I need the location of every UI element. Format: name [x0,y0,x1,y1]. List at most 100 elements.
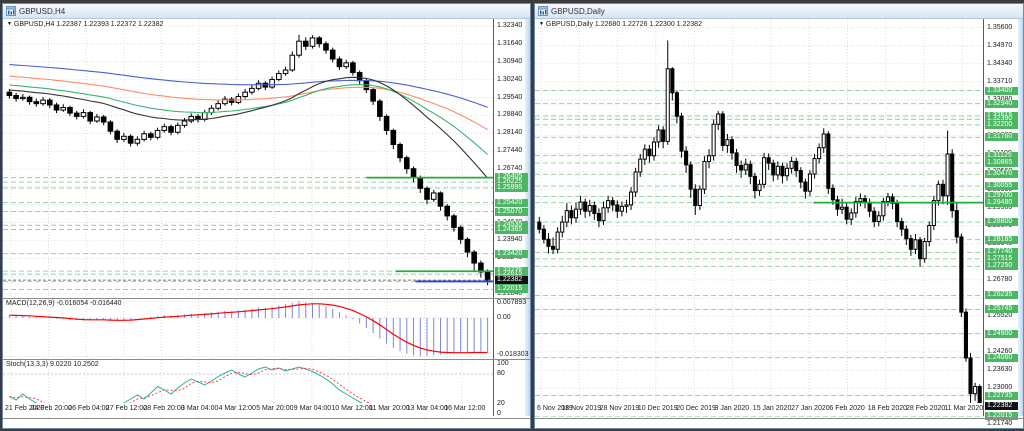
level-price-badge: 1.28800 [985,218,1018,227]
time-axis-label: 11 Mar 2020 [944,405,984,412]
price-axis-label: 1.23240 [497,254,523,262]
price-axis-label: 1.29540 [497,93,523,101]
time-axis-label: 16 Mar 12:00 [444,405,486,412]
chart-client-area[interactable]: ▼ GBPUSD,Daily 1.22680 1.22726 1.22300 1… [535,19,1023,427]
price-axis-label: 1.23000 [987,383,1013,391]
level-price-badge: 1.24365 [495,225,528,234]
time-axis[interactable]: 21 Feb 2020 24 Feb 20:00 26 Feb 04:00 27 Fe… [3,403,494,416]
current-price-badge: 1.22382 [985,401,1018,410]
level-price-badge: 1.25995 [495,183,528,192]
symbol-ohlc-line: ▼ GBPUSD,Daily 1.22680 1.22726 1.22300 1… [539,21,702,28]
level-price-badge: 1.27250 [985,262,1018,271]
price-axis[interactable]: 1.356001.349701.343401.337101.330801.324… [983,19,1023,427]
time-axis-label: 28 Feb 20:00 [143,405,185,412]
time-axis-label: 10 Dec 2019 [637,405,678,412]
stoch-axis-label: 20 [497,400,505,407]
level-lines-layer [3,176,494,290]
macd-axis-label: 0.00 [497,313,511,321]
level-price-badge: 1.29480 [985,198,1018,207]
time-axis-label: 28 Nov 2019 [599,405,640,412]
macd-pane[interactable]: MACD(12,26,9) -0.016054 -0.016440 [3,299,494,359]
time-axis-label: 24 Feb 20:00 [30,405,72,412]
level-price-badge: 1.27515 [985,254,1018,263]
level-price-badge: 1.23420 [495,249,528,258]
pane-separator[interactable] [3,298,530,299]
pane-separator[interactable] [3,359,530,360]
macd-axis-label: 0.007893 [497,299,527,306]
stochastic-label: Stoch(13,3,3) 9.0220 10.2502 [6,361,99,368]
time-axis-label: 10 Mar 12:00 [331,405,373,412]
time-axis-label: 4 Mar 12:00 [218,405,256,412]
time-axis-label: 3 Jan 2020 [714,405,750,412]
solid-lines-layer [366,176,494,283]
ma-medium [9,75,488,131]
time-axis-label: 27 Jan 2020 [791,405,830,412]
window-titlebar[interactable]: GBPUSD,Daily [535,4,1023,19]
price-axis-label: 1.24260 [987,347,1013,355]
price-axis-label: 1.21740 [987,420,1013,427]
price-axis-label: 1.35600 [987,23,1013,31]
current-price-badge: 1.22382 [495,276,528,285]
time-axis-label: 6 Feb 2020 [829,405,865,412]
window-title: GBPUSD,H4 [19,6,66,16]
level-price-badge: 1.22015 [985,412,1018,421]
price-axis-label: 1.31640 [497,39,523,47]
level-price-badge: 1.31760 [985,133,1018,142]
macd-axis-label: -0.018303 [497,351,529,358]
time-axis-label: 6 Nov 2019 [537,405,573,412]
level-price-badge: 1.32940 [985,99,1018,108]
ma-fast [9,84,488,155]
candles-layer [6,34,491,286]
window-edge-strip [525,19,530,416]
time-axis-label: 11 Mar 20:00 [369,405,410,412]
price-pane[interactable] [535,19,984,418]
price-axis-label: 1.32340 [497,22,523,30]
grid-layer [535,19,984,418]
price-axis-label: 1.26780 [987,275,1013,283]
level-price-badge: 1.22615 [495,270,528,279]
symbol-ohlc-line: ▼ GBPUSD,H4 1.22387 1.22393 1.22372 1.22… [7,21,164,28]
window-titlebar[interactable]: GBPUSD,H4 [3,4,530,19]
price-axis-label: 1.25520 [987,311,1013,319]
time-axis-label: 20 Dec 2019 [676,405,716,412]
chart-window-gbpusd-h4[interactable]: GBPUSD,H4 ▼ GBPUSD,H4 1.22387 1.22393 1.… [2,3,531,429]
time-axis-label: 26 Feb 04:00 [68,405,110,412]
price-axis-label: 1.30240 [497,75,523,83]
price-axis-label: 1.34970 [987,41,1013,49]
level-price-badge: 1.24060 [985,353,1018,362]
level-price-badge: 1.22735 [985,391,1018,400]
pane-separator [3,418,530,419]
chart-window-icon [538,6,548,16]
chart-client-area[interactable]: ▼ GBPUSD,H4 1.22387 1.22393 1.22372 1.22… [3,19,530,419]
pane-separator [535,418,1023,419]
grid-layer [3,19,494,298]
price-axis-label: 1.33710 [987,77,1013,85]
level-price-badge: 1.32200 [985,120,1018,129]
time-axis-label: 3 Mar 04:00 [181,405,219,412]
price-axis-label: 1.29300 [987,203,1013,211]
level-price-badge: 1.24535 [495,221,528,230]
level-price-badge: 1.26405 [495,173,528,182]
macd-label: MACD(12,26,9) -0.016054 -0.016440 [6,300,122,307]
window-edge-strip [1018,19,1023,416]
moving-averages-layer [9,64,489,179]
price-axis[interactable]: 1.32340 1.31640 1.30940 1.30240 1.29540 1.288… [493,19,530,417]
symbol-expander-icon[interactable]: ▼ [539,21,544,27]
price-axis-label: 1.28840 [497,111,523,119]
level-price-badge: 1.22015 [495,285,528,294]
stoch-axis-label: 80 [497,370,505,377]
level-price-badge: 1.25070 [495,207,528,216]
price-pane[interactable] [3,19,494,298]
level-price-badge: 1.27740 [985,248,1018,257]
time-axis[interactable]: 6 Nov 2019 18 Nov 2019 28 Nov 2019 10 Dec 2… [535,403,984,416]
price-axis-label: 1.26740 [497,164,523,172]
symbol-expander-icon[interactable]: ▼ [7,21,12,27]
level-price-badge: 1.25420 [495,198,528,207]
level-price-badge: 1.26225 [495,178,528,187]
level-price-badge: 1.30865 [985,159,1018,167]
chart-window-gbpusd-daily[interactable]: GBPUSD,Daily ▼ GBPUSD,Daily 1.22680 1.22… [534,3,1024,429]
price-axis-label: 1.28140 [497,129,523,137]
candles-layer [537,40,982,416]
level-price-badge: 1.30470 [985,170,1018,179]
level-price-badge: 1.28185 [985,235,1018,244]
